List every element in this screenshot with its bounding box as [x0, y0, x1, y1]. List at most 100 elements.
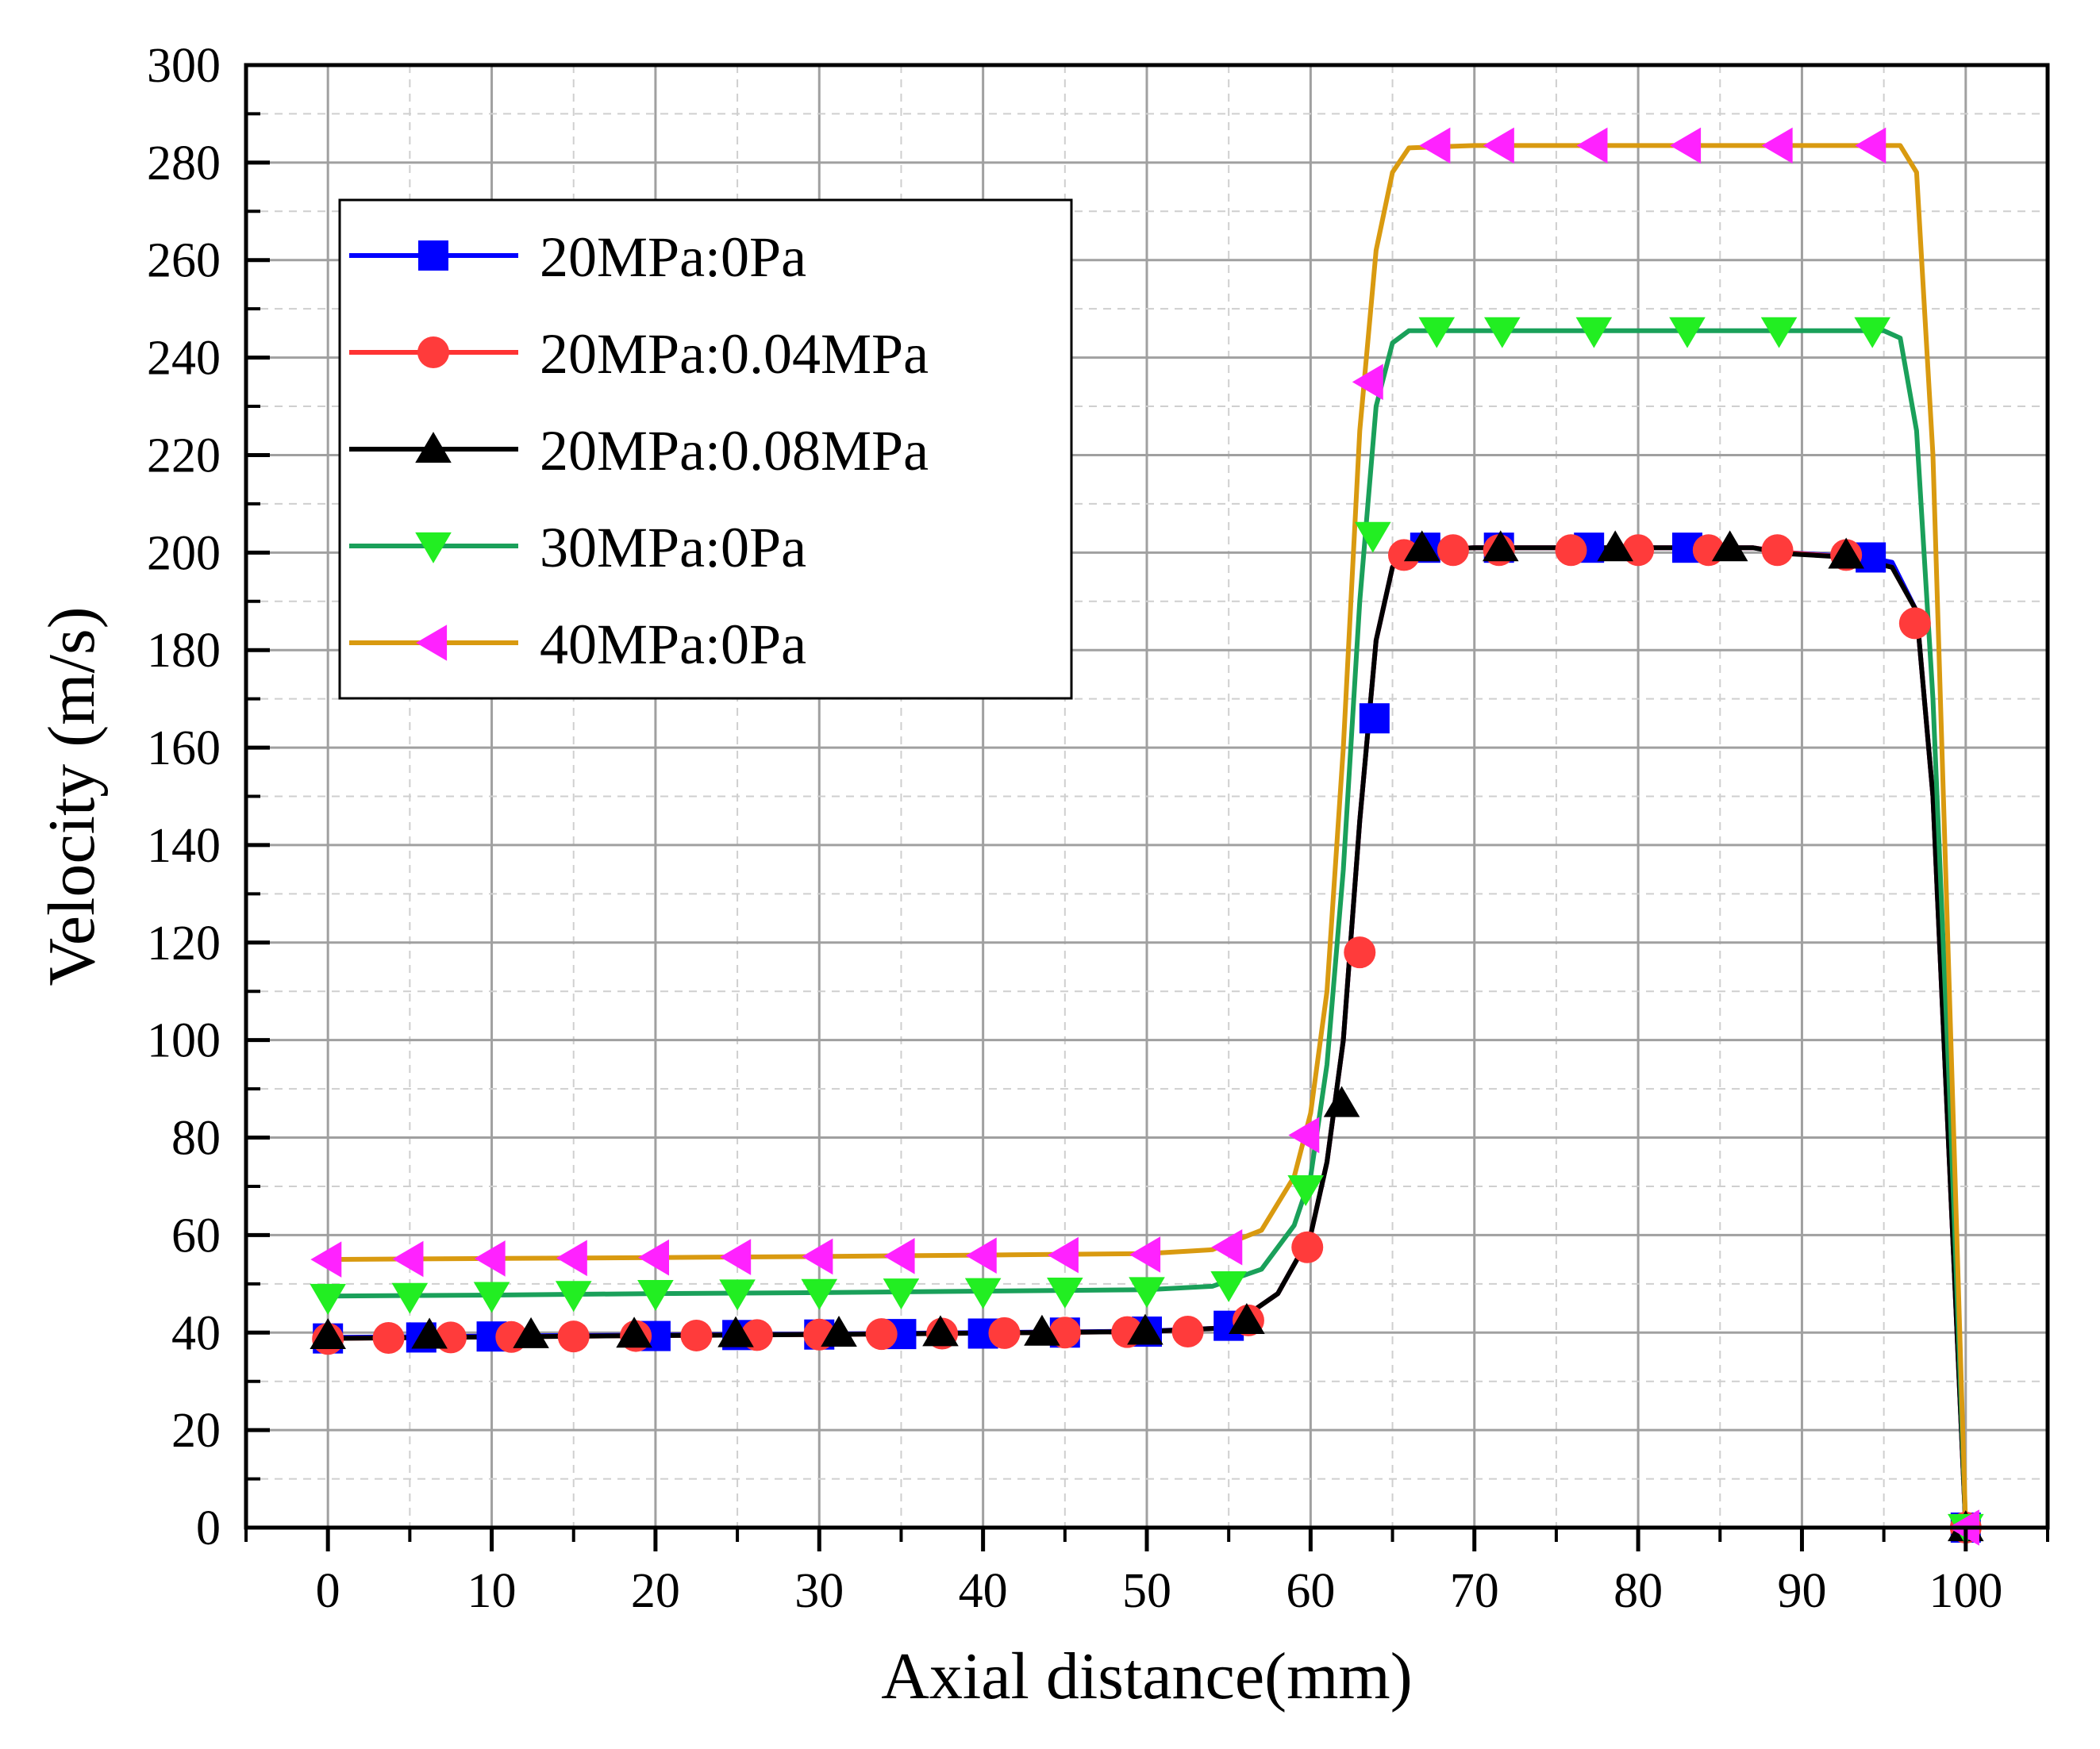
data-point [922, 1315, 959, 1347]
data-point [1127, 1313, 1163, 1345]
data-point [802, 1238, 833, 1275]
legend-label: 20MPa:0Pa [540, 225, 806, 289]
data-point [1129, 1236, 1161, 1273]
legend-marker-swatch [415, 432, 452, 463]
data-point [372, 1322, 405, 1355]
legend-item: 20MPa:0.08MPa [349, 419, 929, 482]
x-tick-label: 0 [316, 1564, 340, 1618]
data-point [1344, 936, 1376, 969]
y-tick-label: 200 [147, 526, 221, 580]
x-tick-labels: 0 10 20 30 40 50 60 70 80 90 100 [316, 1564, 2003, 1618]
series-markers-4 [310, 317, 1984, 1545]
x-tick-label: 30 [794, 1564, 844, 1618]
legend-item: 20MPa:0Pa [349, 225, 806, 289]
data-point [473, 1282, 510, 1313]
y-tick-label: 240 [147, 332, 221, 386]
x-tick-label: 90 [1777, 1564, 1826, 1618]
y-tick-label: 40 [171, 1306, 221, 1360]
data-point [411, 1317, 448, 1349]
legend-item: 30MPa:0Pa [349, 516, 806, 579]
data-point [638, 1239, 670, 1276]
legend-marker-swatch [416, 625, 448, 661]
data-point [1323, 1086, 1360, 1117]
series-markers-3 [310, 530, 1984, 1542]
series-line-5 [328, 143, 1968, 1528]
y-tick-label: 260 [147, 234, 221, 288]
data-point [1129, 1277, 1165, 1309]
data-point [1359, 703, 1390, 734]
data-point [1418, 317, 1456, 348]
data-point [1437, 534, 1469, 567]
legend-item: 40MPa:0Pa [349, 613, 806, 676]
data-point [1288, 1117, 1320, 1154]
y-tick-label: 300 [147, 39, 221, 93]
y-axis-title: Velocity (m/s) [35, 606, 109, 986]
data-point [1352, 363, 1383, 401]
data-point [1575, 317, 1613, 348]
legend-label: 40MPa:0Pa [540, 613, 806, 676]
data-point [1287, 1174, 1324, 1206]
data-point [616, 1317, 652, 1348]
data-point [1854, 317, 1890, 348]
data-point [1419, 127, 1451, 164]
data-point [1483, 127, 1514, 164]
data-point [474, 1240, 506, 1277]
series-markers [310, 127, 1984, 1546]
y-tick-label: 60 [171, 1209, 221, 1263]
data-point [1711, 530, 1748, 562]
data-point [1761, 534, 1794, 567]
data-point [965, 1237, 997, 1274]
y-tick-label: 160 [147, 721, 221, 775]
y-tick-label: 80 [171, 1112, 221, 1166]
data-point [391, 1282, 429, 1314]
legend-label: 20MPa:0.04MPa [540, 322, 929, 386]
y-tick-label: 20 [171, 1404, 221, 1458]
data-point [680, 1319, 713, 1351]
data-point [1855, 127, 1887, 164]
data-point [1576, 127, 1608, 164]
data-point [821, 1316, 857, 1347]
legend: 20MPa:0Pa 20MPa:0.04MPa 20MPa:0.08MPa 30MPa… [338, 198, 1073, 700]
x-tick-label: 100 [1929, 1564, 2002, 1618]
data-point [1403, 530, 1440, 562]
data-point [1484, 317, 1521, 348]
axes [244, 63, 2050, 1551]
data-point [1597, 530, 1633, 562]
legend-item: 20MPa:0.04MPa [349, 322, 929, 386]
data-point [1482, 530, 1519, 562]
data-point [310, 1241, 342, 1278]
x-tick-label: 80 [1613, 1564, 1663, 1618]
data-point [883, 1278, 920, 1310]
data-point [964, 1278, 1002, 1309]
data-point [555, 1281, 592, 1313]
data-point [988, 1317, 1021, 1349]
data-point [1171, 1316, 1204, 1348]
x-tick-label: 40 [959, 1564, 1008, 1618]
data-point [801, 1278, 838, 1310]
y-tick-label: 120 [147, 917, 221, 971]
y-tick-label: 280 [147, 136, 221, 190]
data-point [720, 1239, 752, 1275]
data-point [310, 1283, 346, 1315]
data-point [1669, 317, 1706, 348]
data-point [1761, 127, 1793, 164]
data-point [1047, 1236, 1079, 1274]
y-tick-labels: 0 20 40 60 80 100 120 140 160 180 200 220 240 260 280 3… [147, 39, 221, 1555]
data-point [1828, 537, 1864, 569]
data-point [637, 1280, 674, 1311]
legend-marker-swatch [418, 240, 448, 271]
x-tick-label: 50 [1122, 1564, 1171, 1618]
data-point [719, 1279, 756, 1311]
data-point [883, 1238, 915, 1274]
y-tick-label: 0 [196, 1501, 221, 1555]
y-tick-label: 220 [147, 429, 221, 482]
data-point [1555, 534, 1587, 567]
data-point [1760, 317, 1798, 348]
y-tick-label: 100 [147, 1014, 221, 1068]
x-tick-label: 10 [467, 1564, 517, 1618]
x-tick-label: 60 [1286, 1564, 1335, 1618]
data-point [556, 1240, 587, 1277]
legend-label: 30MPa:0Pa [540, 516, 806, 579]
data-point [1211, 1228, 1243, 1266]
